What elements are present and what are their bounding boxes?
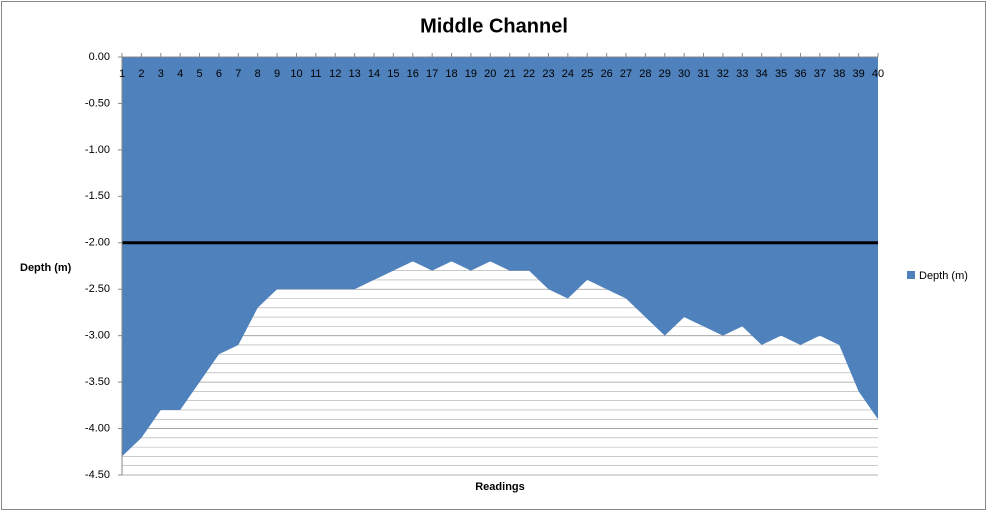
x-tick-label: 14 [368,68,380,80]
y-tick-label: -1.50 [85,190,110,202]
x-tick-label: 4 [177,68,183,80]
legend-swatch [907,271,915,279]
y-tick-label: 0.00 [89,51,110,63]
y-tick-label: -0.50 [85,97,110,109]
chart-title: Middle Channel [420,15,568,37]
y-tick-label: -2.00 [85,237,110,249]
x-tick-label: 31 [697,68,709,80]
x-tick-label: 35 [775,68,787,80]
x-tick-label: 17 [426,68,438,80]
y-axis-label: Depth (m) [20,262,72,274]
x-tick-label: 19 [465,68,477,80]
x-tick-label: 36 [794,68,806,80]
legend: Depth (m) [907,270,968,282]
x-tick-label: 37 [814,68,826,80]
area [122,57,878,457]
y-tick-label: -3.50 [85,376,110,388]
x-tick-label: 15 [387,68,399,80]
x-tick-label: 1 [119,68,125,80]
x-axis-label: Readings [475,481,525,493]
x-tick-label: 39 [852,68,864,80]
x-tick-label: 28 [639,68,651,80]
x-tick-label: 30 [678,68,690,80]
y-tick-label: -3.00 [85,330,110,342]
x-tick-label: 20 [484,68,496,80]
x-tick-label: 9 [274,68,280,80]
x-tick-label: 2 [138,68,144,80]
x-tick-label: 40 [872,68,884,80]
x-tick-label: 23 [542,68,554,80]
y-tick-label: -2.50 [85,283,110,295]
x-tick-label: 6 [216,68,222,80]
x-tick-label: 24 [562,68,574,80]
x-tick-label: 29 [659,68,671,80]
x-tick-label: 21 [504,68,516,80]
y-tick-label: -1.00 [85,144,110,156]
x-tick-label: 18 [445,68,457,80]
x-tick-label: 10 [290,68,302,80]
y-tick-label: -4.00 [85,422,110,434]
x-tick-label: 34 [756,68,768,80]
y-tick-label: -4.50 [85,469,110,481]
x-tick-label: 25 [581,68,593,80]
x-tick-label: 38 [833,68,845,80]
legend-label: Depth (m) [919,270,968,282]
x-tick-label: 12 [329,68,341,80]
x-tick-label: 26 [600,68,612,80]
x-tick-label: 7 [235,68,241,80]
x-tick-label: 11 [310,68,321,80]
x-tick-label: 16 [407,68,419,80]
x-tick-label: 8 [255,68,261,80]
x-tick-label: 13 [348,68,360,80]
x-tick-label: 27 [620,68,632,80]
x-tick-label: 3 [158,68,164,80]
x-tick-label: 5 [196,68,202,80]
x-tick-label: 22 [523,68,535,80]
x-tick-label: 32 [717,68,729,80]
x-tick-label: 33 [736,68,748,80]
